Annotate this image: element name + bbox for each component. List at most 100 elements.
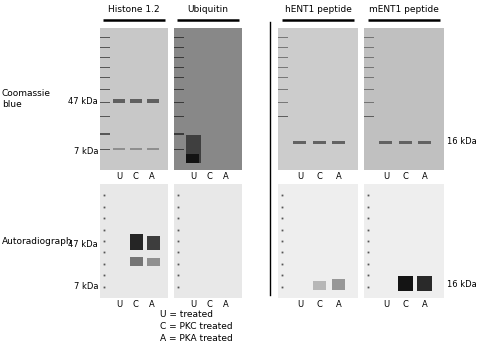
Bar (332, 141, 345, 144)
Bar (364, 56, 374, 58)
Text: U: U (298, 172, 304, 181)
Bar (148, 99, 160, 103)
Bar (364, 116, 374, 118)
Bar (380, 141, 392, 144)
Text: 7 kDa: 7 kDa (74, 282, 98, 291)
Text: 47 kDa: 47 kDa (68, 240, 98, 249)
Text: A = PKA treated: A = PKA treated (160, 334, 233, 343)
Text: 7 kDa: 7 kDa (74, 147, 98, 156)
Bar (364, 67, 374, 68)
Bar (174, 37, 184, 38)
Bar (294, 141, 306, 144)
Text: C: C (132, 172, 138, 181)
Text: U: U (116, 300, 122, 309)
Bar (174, 133, 184, 134)
Bar (278, 67, 288, 68)
Bar (364, 77, 374, 78)
Bar (278, 89, 288, 90)
Text: A: A (422, 300, 428, 309)
Bar (114, 99, 126, 103)
Text: 16 kDa: 16 kDa (447, 137, 477, 146)
Text: C = PKC treated: C = PKC treated (160, 322, 232, 331)
Text: U: U (190, 300, 196, 309)
Bar (100, 28, 168, 170)
Text: C: C (316, 300, 322, 309)
Text: A: A (422, 172, 428, 181)
Bar (278, 37, 288, 38)
Bar (332, 279, 345, 290)
Bar (130, 257, 143, 266)
Bar (174, 116, 184, 118)
Text: A: A (223, 172, 228, 181)
Bar (398, 276, 412, 291)
Bar (148, 237, 160, 250)
Bar (174, 47, 184, 48)
Bar (100, 102, 110, 103)
Text: Autoradiograph: Autoradiograph (2, 237, 72, 245)
Bar (100, 89, 110, 90)
Bar (278, 56, 288, 58)
Text: C: C (316, 172, 322, 181)
Bar (364, 37, 374, 38)
Bar (174, 56, 184, 58)
Bar (278, 116, 288, 118)
Bar (148, 148, 160, 150)
Bar (364, 116, 374, 118)
Bar (278, 47, 288, 48)
Bar (364, 89, 374, 90)
Text: U: U (116, 172, 122, 181)
Bar (278, 28, 358, 170)
Bar (364, 47, 374, 48)
Bar (312, 141, 326, 144)
Bar (100, 56, 110, 58)
Text: 16 kDa: 16 kDa (447, 280, 477, 289)
Bar (417, 276, 432, 291)
Text: U: U (384, 300, 390, 309)
Bar (100, 116, 110, 118)
Text: C: C (402, 300, 408, 309)
Text: U: U (384, 172, 390, 181)
Bar (186, 154, 199, 163)
Bar (100, 37, 110, 38)
Text: U: U (298, 300, 304, 309)
Bar (100, 149, 110, 150)
Bar (312, 281, 326, 290)
Text: Ubiquitin: Ubiquitin (188, 5, 228, 14)
Bar (174, 28, 242, 170)
Bar (278, 184, 358, 298)
Bar (278, 102, 288, 103)
Bar (130, 99, 142, 103)
Text: C: C (206, 172, 212, 181)
Text: C: C (402, 172, 408, 181)
Bar (130, 148, 142, 150)
Text: hENT1 peptide: hENT1 peptide (284, 5, 352, 14)
Bar (100, 133, 110, 134)
Bar (364, 184, 444, 298)
Bar (278, 77, 288, 78)
Bar (174, 102, 184, 103)
Bar (174, 184, 242, 298)
Text: C: C (206, 300, 212, 309)
Text: A: A (336, 172, 342, 181)
Bar (278, 116, 288, 118)
Bar (130, 234, 143, 250)
Text: A: A (149, 300, 154, 309)
Text: U: U (190, 172, 196, 181)
Text: Coomassie
blue: Coomassie blue (2, 89, 51, 109)
Text: A: A (336, 300, 342, 309)
Bar (174, 89, 184, 90)
Bar (100, 77, 110, 78)
Bar (364, 28, 444, 170)
Bar (174, 149, 184, 150)
Bar (174, 67, 184, 68)
Bar (100, 47, 110, 48)
Text: U = treated: U = treated (160, 310, 213, 319)
Bar (100, 184, 168, 298)
Bar (148, 258, 160, 266)
Text: Histone 1.2: Histone 1.2 (108, 5, 160, 14)
Text: A: A (223, 300, 228, 309)
Bar (364, 102, 374, 103)
Bar (174, 77, 184, 78)
Bar (186, 134, 201, 163)
Bar (418, 141, 431, 144)
